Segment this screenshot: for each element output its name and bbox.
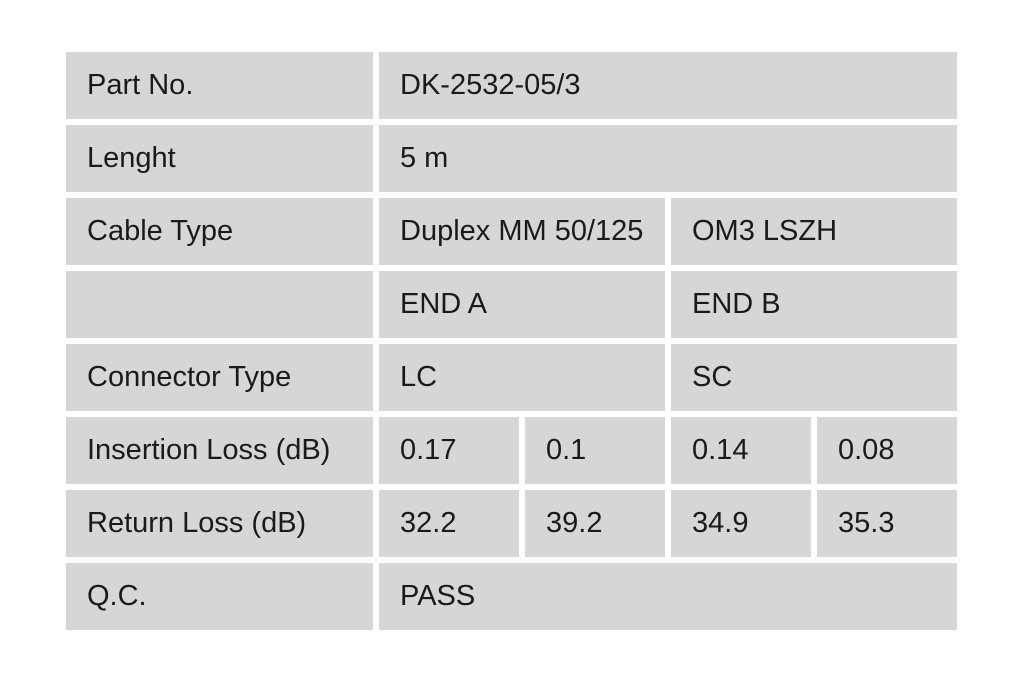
table-row-return-loss: Return Loss (dB) 32.2 39.2 34.9 35.3 (66, 490, 957, 557)
insertion-loss-end-a-1: 0.17 (379, 417, 519, 484)
connector-type-end-b: SC (671, 344, 957, 411)
return-loss-label: Return Loss (dB) (66, 490, 373, 557)
end-b-header: END B (671, 271, 957, 338)
cable-type-end-b: OM3 LSZH (671, 198, 957, 265)
connector-type-end-a: LC (379, 344, 665, 411)
cable-type-label: Cable Type (66, 198, 373, 265)
insertion-loss-end-a-2: 0.1 (525, 417, 665, 484)
part-no-value: DK-2532-05/3 (379, 52, 957, 119)
end-a-header: END A (379, 271, 665, 338)
qc-value: PASS (379, 563, 957, 630)
table-row-qc: Q.C. PASS (66, 563, 957, 630)
qc-label: Q.C. (66, 563, 373, 630)
ends-header-empty-cell (66, 271, 373, 338)
cable-type-end-a: Duplex MM 50/125 (379, 198, 665, 265)
return-loss-end-b-1: 34.9 (671, 490, 811, 557)
insertion-loss-end-b-2: 0.08 (817, 417, 957, 484)
table-row-length: Lenght 5 m (66, 125, 957, 192)
table-row-insertion-loss: Insertion Loss (dB) 0.17 0.1 0.14 0.08 (66, 417, 957, 484)
length-value: 5 m (379, 125, 957, 192)
table-row-cable-type: Cable Type Duplex MM 50/125 OM3 LSZH (66, 198, 957, 265)
return-loss-end-a-1: 32.2 (379, 490, 519, 557)
part-no-label: Part No. (66, 52, 373, 119)
insertion-loss-end-b-1: 0.14 (671, 417, 811, 484)
length-label: Lenght (66, 125, 373, 192)
table-row-connector-type: Connector Type LC SC (66, 344, 957, 411)
table-row-ends-header: END A END B (66, 271, 957, 338)
insertion-loss-label: Insertion Loss (dB) (66, 417, 373, 484)
cable-spec-table: Part No. DK-2532-05/3 Lenght 5 m Cable T… (60, 46, 963, 636)
connector-type-label: Connector Type (66, 344, 373, 411)
table-row-part-no: Part No. DK-2532-05/3 (66, 52, 957, 119)
return-loss-end-b-2: 35.3 (817, 490, 957, 557)
return-loss-end-a-2: 39.2 (525, 490, 665, 557)
